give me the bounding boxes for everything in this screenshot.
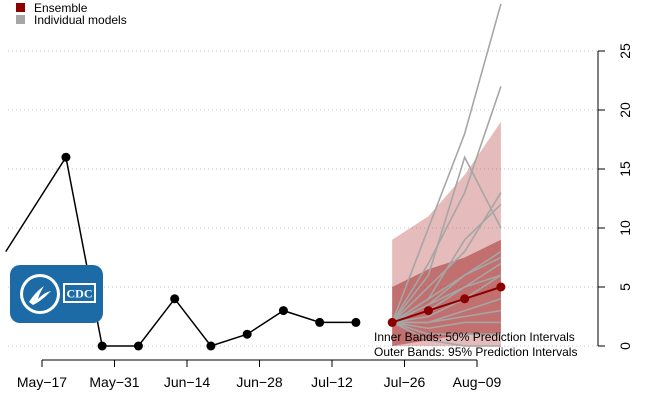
individual-model-line-2	[391, 86, 502, 323]
y-tick-label-0: 0	[617, 342, 633, 350]
y-tick-label-10: 10	[617, 220, 633, 236]
observed-layer	[5, 152, 361, 351]
individual-model-line-1	[391, 3, 502, 323]
ensemble-point-2	[423, 306, 433, 316]
observed-point-1	[61, 152, 71, 162]
cdc-logo: CDC	[10, 265, 103, 323]
observed-point-5	[206, 341, 216, 351]
legend: Ensemble Individual models	[16, 1, 127, 27]
observed-point-4	[170, 294, 180, 304]
individual-model-line-14	[391, 321, 501, 347]
observed-point-9	[351, 317, 361, 327]
legend-swatch-individual-models	[16, 15, 25, 24]
pi95-band	[392, 121, 501, 346]
x-tick-label-0: May−17	[17, 374, 67, 390]
individual-model-line-16	[391, 274, 502, 324]
observed-point-6	[242, 329, 252, 339]
x-tick-label-1: May−31	[89, 374, 139, 390]
individual-model-line-11	[392, 309, 502, 324]
observed-point-7	[278, 306, 288, 316]
observed-point-2	[97, 341, 107, 351]
individual-model-line-3	[391, 155, 502, 323]
x-tick-label-6: Aug−09	[453, 374, 502, 390]
ensemble-layer	[387, 282, 506, 327]
pi50-band	[392, 239, 501, 346]
hhs-eagle-icon	[29, 286, 51, 305]
y-axis: 0 5 10 15 20 25	[597, 43, 633, 350]
individual-model-line-13	[391, 321, 501, 336]
observed-point-3	[133, 341, 143, 351]
x-tick-label-2: Jun−14	[164, 374, 211, 390]
ensemble-point-1	[387, 317, 397, 327]
annotation-outer-bands: Outer Bands: 95% Prediction Intervals	[374, 345, 577, 359]
legend-swatch-ensemble	[16, 3, 25, 12]
legend-label-ensemble: Ensemble	[34, 1, 88, 15]
legend-label-individual-models: Individual models	[34, 13, 127, 27]
x-tick-label-4: Jul−12	[311, 374, 353, 390]
x-axis: May−17 May−31 Jun−14 Jun−28 Jul−12 Jul−26 Aug−…	[17, 359, 502, 390]
individual-model-line-15	[391, 256, 502, 324]
ensemble-point-3	[460, 294, 470, 304]
ensemble-point-4	[496, 282, 506, 292]
individual-model-line-8	[392, 274, 502, 324]
cdc-wordmark-text: CDC	[67, 287, 93, 301]
x-tick-label-3: Jun−28	[236, 374, 283, 390]
observed-point-8	[315, 317, 325, 327]
y-tick-label-25: 25	[617, 43, 633, 59]
y-tick-label-20: 20	[617, 102, 633, 118]
individual-model-line-12	[392, 321, 501, 330]
x-tick-label-5: Jul−26	[384, 374, 426, 390]
pi50-band-layer	[392, 239, 501, 346]
ensemble-line	[391, 286, 502, 324]
observed-line	[5, 155, 356, 347]
annotation-inner-bands: Inner Bands: 50% Prediction Intervals	[374, 330, 575, 344]
y-tick-label-15: 15	[617, 161, 633, 177]
pi95-band-layer	[392, 121, 501, 346]
y-tick-label-5: 5	[617, 283, 633, 291]
